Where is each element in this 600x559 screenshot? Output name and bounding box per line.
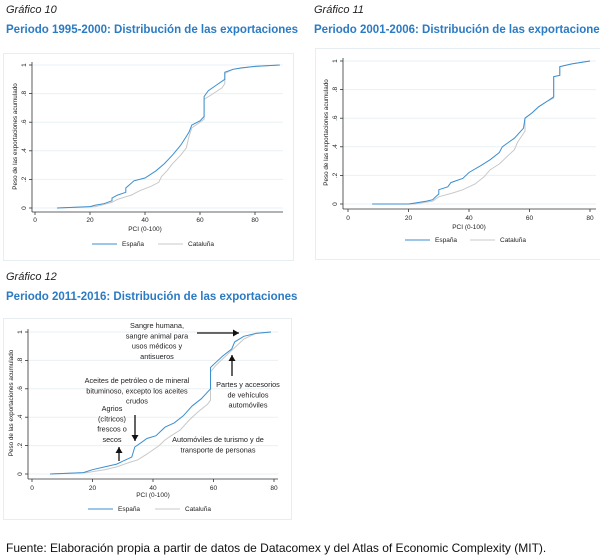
y-tick-label: 0 <box>21 206 28 210</box>
legend-label: España <box>435 237 457 244</box>
legend-label: Cataluña <box>188 241 214 248</box>
x-axis-label: PCI (0-100) <box>136 492 170 499</box>
x-tick-label: 20 <box>405 215 413 222</box>
chart-10-frame <box>3 53 294 261</box>
chart-10-title: Periodo 1995-2000: Distribución de las e… <box>6 24 299 36</box>
x-tick-label: 80 <box>251 217 259 224</box>
x-tick-label: 20 <box>86 217 94 224</box>
arrow-head-icon <box>131 435 139 441</box>
y-axis-label: Peso de las exportaciones acumulado <box>323 79 330 186</box>
annotation-text: bituminoso, excepto los aceites <box>86 386 188 395</box>
annotation-text: sangre animal para <box>126 331 189 340</box>
x-axis-label: PCI (0-100) <box>128 226 162 233</box>
series-line-cataluna <box>50 331 272 475</box>
annotation-text: (cítricos) <box>98 414 126 423</box>
y-tick-label: .4 <box>332 144 339 150</box>
x-tick-label: 40 <box>465 215 473 222</box>
x-tick-label: 80 <box>586 215 594 222</box>
chart-11-label: Gráfico 11 <box>314 4 364 16</box>
y-tick-label: 1 <box>332 59 339 63</box>
chart-11-frame <box>315 48 600 260</box>
y-tick-label: .4 <box>21 148 28 154</box>
y-tick-label: .6 <box>21 119 28 125</box>
annotation-text: de vehículos <box>228 390 269 399</box>
arrow-head-icon <box>233 329 239 337</box>
y-axis-label: Peso de las exportaciones acumulado <box>8 349 15 456</box>
series-line-cataluna <box>372 60 591 205</box>
x-tick-label: 60 <box>526 215 534 222</box>
x-tick-label: 60 <box>196 217 204 224</box>
y-tick-label: 1 <box>17 330 24 334</box>
legend-label: España <box>118 506 140 513</box>
x-tick-label: 0 <box>30 485 34 492</box>
y-tick-label: .8 <box>21 91 28 97</box>
annotation-text: automóviles <box>229 401 268 410</box>
x-tick-label: 80 <box>270 485 278 492</box>
annotation-text: transporte de personas <box>180 445 255 454</box>
y-tick-label: .4 <box>17 414 24 420</box>
annotation-text: antisueros <box>140 352 174 361</box>
annotation-text: Automóviles de turismo y de <box>172 435 264 444</box>
series-line-espana <box>50 331 272 475</box>
annotation-text: Aceites de petróleo o de mineral <box>85 376 190 385</box>
y-tick-label: .2 <box>332 172 339 178</box>
x-tick-label: 40 <box>149 485 157 492</box>
series-line-cataluna <box>56 64 280 209</box>
annotation-text: secos <box>102 435 121 444</box>
chart-12-label: Gráfico 12 <box>6 271 57 283</box>
y-tick-label: .6 <box>332 115 339 121</box>
chart-11: 0 .2 .4 .6 .8 1 0 20 40 60 80 PCI (0-100) Peso de la… <box>323 58 596 244</box>
chart-12-title: Periodo 2011-2016: Distribución de las e… <box>6 291 298 303</box>
legend-label: Cataluña <box>185 506 211 513</box>
y-tick-label: .2 <box>17 443 24 449</box>
y-tick-label: 0 <box>332 202 339 206</box>
x-tick-label: 60 <box>210 485 218 492</box>
chart-10-label: Gráfico 10 <box>6 4 57 16</box>
chart-11-title: Periodo 2001-2006: Distribución de las e… <box>314 24 600 36</box>
x-tick-label: 40 <box>141 217 149 224</box>
y-tick-label: 0 <box>17 472 24 476</box>
annotation-text: Partes y accesorios <box>216 380 280 389</box>
x-axis-label: PCI (0-100) <box>452 224 486 231</box>
x-tick-label: 20 <box>89 485 97 492</box>
annotation-text: frescos o <box>97 425 127 434</box>
arrow-head-icon <box>115 447 123 453</box>
y-tick-label: .6 <box>17 386 24 392</box>
series-line-espana <box>56 64 280 209</box>
x-tick-label: 0 <box>33 217 37 224</box>
y-tick-label: .2 <box>21 176 28 182</box>
source-footer: Fuente: Elaboración propia a partir de d… <box>6 541 547 555</box>
chart-12: 0 .2 .4 .6 .8 1 0 20 40 60 80 PCI (0-100) Peso de la… <box>8 321 280 513</box>
annotation-text: Agrios <box>102 404 123 413</box>
y-axis-label: Peso de las exportaciones acumulado <box>12 83 19 190</box>
x-tick-label: 0 <box>346 215 350 222</box>
arrow-head-icon <box>228 355 236 361</box>
annotation-text: crudos <box>126 397 148 406</box>
chart-10: 0 .2 .4 .6 .8 1 0 20 40 60 80 PCI (0-100) Peso de la… <box>12 62 283 248</box>
chart-12-frame <box>3 318 292 520</box>
series-line-espana <box>372 60 591 205</box>
legend-label: España <box>122 241 144 248</box>
annotation-text: Sangre humana, <box>130 321 184 330</box>
legend-label: Cataluña <box>500 237 526 244</box>
y-tick-label: 1 <box>21 63 28 67</box>
y-tick-label: .8 <box>17 357 24 363</box>
annotation-text: usos médicos y <box>132 342 183 351</box>
y-tick-label: .8 <box>332 87 339 93</box>
